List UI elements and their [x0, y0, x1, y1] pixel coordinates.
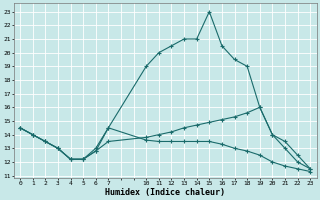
- X-axis label: Humidex (Indice chaleur): Humidex (Indice chaleur): [105, 188, 225, 197]
